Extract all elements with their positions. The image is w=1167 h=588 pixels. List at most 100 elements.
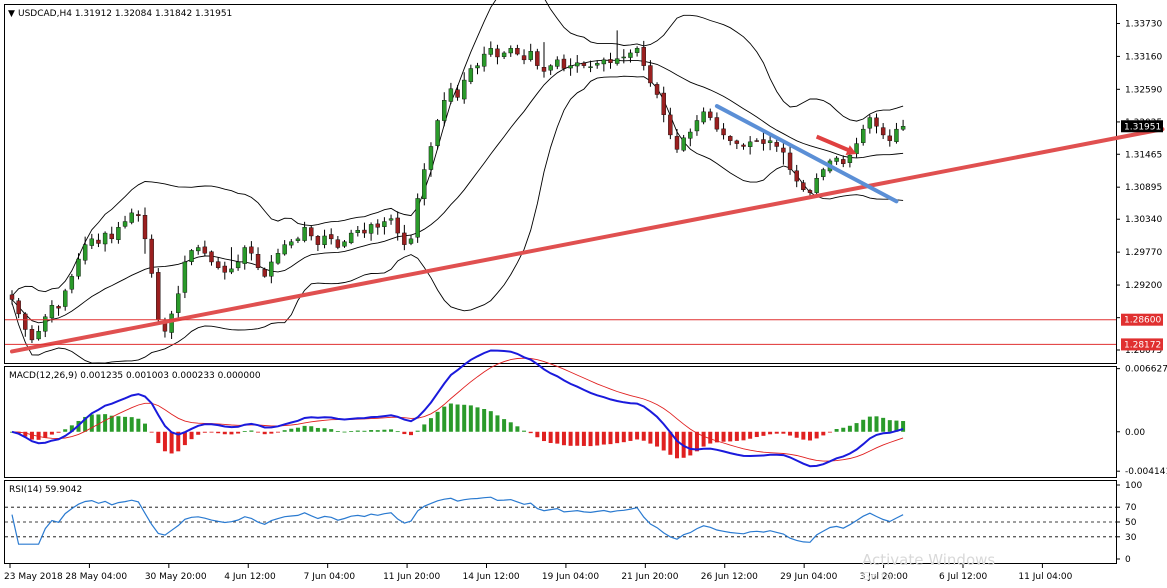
macd-histogram-bar [269,431,274,434]
macd-histogram-bar [655,431,660,447]
macd-histogram-bar [522,430,527,432]
candle-body [122,221,128,227]
macd-histogram-bar [475,407,480,432]
candle-body [734,140,740,144]
candle-body [674,136,680,150]
macd-histogram-bar [595,431,600,446]
main-chart-title: USDCAD,H4 1.31912 1.32084 1.31842 1.3195… [18,9,232,19]
activate-windows-watermark-sub: Go to [862,570,892,583]
rsi-tick-label: 70 [1125,503,1137,513]
rising-trendline [10,127,1165,354]
candle-body [541,67,547,72]
macd-histogram-bar [69,425,74,432]
candle-body [302,227,307,241]
candle-body [841,159,846,164]
candle-body [43,316,48,332]
price-tick-label: 1.29770 [1125,248,1162,258]
candle-body [900,126,906,130]
candle-body [854,143,859,154]
candle-body [49,305,55,319]
rsi-title: RSI(14) 59.9042 [9,485,82,495]
candle-body [182,261,188,293]
macd-histogram-bar [395,431,400,433]
candle-body [601,59,607,65]
candle-body [535,51,540,66]
macd-histogram-bar [794,431,799,438]
time-tick-label: 29 Jun 04:00 [780,572,837,582]
candle-body [402,232,407,245]
macd-histogram-bar [402,431,407,435]
macd-histogram-bar [834,429,839,432]
activate-windows-watermark: Activate Windows [862,551,995,569]
macd-histogram-bar [621,431,626,443]
candle-body [209,251,214,263]
trendlines[interactable] [10,104,1165,354]
candle-body [468,68,474,82]
macd-histogram-bar [694,431,699,452]
candle-body [169,313,174,333]
candle-body [329,234,334,240]
time-tick-label: 3 Jul 20:00 [860,572,909,582]
candle-body [102,232,108,245]
macd-indicator: 0.006627 0.00 -0.004141 [10,349,1167,477]
candle-body [608,59,613,63]
candle-body [242,247,247,264]
candle-body [408,238,414,244]
macd-histogram-bar [721,431,726,442]
macd-histogram-bar [322,428,327,432]
candle-body [222,265,228,273]
candles[interactable] [9,30,906,344]
candle-body [348,232,354,244]
candle-body [368,224,374,234]
macd-histogram-bar [734,431,739,441]
candle-body [422,169,427,200]
arrow-head-icon [845,145,857,155]
macd-histogram-bar [109,415,114,432]
candle-body [475,65,480,69]
candle-body [269,261,274,277]
candle-body [880,127,886,136]
macd-histogram-bar [335,431,340,432]
candle-body [16,300,21,315]
candle-body [229,268,234,273]
candle-body [255,254,261,268]
candle-body [847,154,853,163]
candle-body [501,52,507,57]
candle-body [69,276,75,290]
candle-body [63,290,68,307]
macd-histogram-bar [901,421,906,432]
time-tick-label: 4 Jun 12:00 [224,572,276,582]
macd-histogram-bar [502,419,507,432]
candle-body [787,152,793,170]
macd-tick-label: -0.004141 [1125,467,1167,477]
macd-histogram-bar [409,431,413,436]
candle-body [262,269,267,277]
candle-body [76,258,81,277]
time-tick-label: 26 Jun 12:00 [701,572,758,582]
macd-histogram-bar [808,431,812,441]
candle-body [455,89,460,98]
candle-body [561,58,567,69]
level-price-label: 1.28600 [1124,316,1161,326]
candle-body [355,229,360,233]
macd-histogram-bar [761,431,766,436]
macd-histogram-bar [43,431,48,438]
candle-body [628,52,633,58]
candle-body [821,169,826,177]
candle-body [548,65,553,71]
rsi-tick-label: 0 [1125,555,1131,565]
candle-body [215,261,221,268]
candle-body [462,79,467,100]
main-title-arrow-icon[interactable]: ▼ [8,9,15,19]
candle-body [109,233,114,240]
macd-histogram-bar [528,431,533,434]
candle-body [767,140,773,143]
macd-histogram-bar [369,430,374,432]
macd-histogram-bar [548,431,553,443]
candle-body [89,238,95,246]
candle-body [195,247,201,252]
candle-body [415,198,420,238]
rsi-indicator: 100 70 50 30 0 [5,481,1142,565]
